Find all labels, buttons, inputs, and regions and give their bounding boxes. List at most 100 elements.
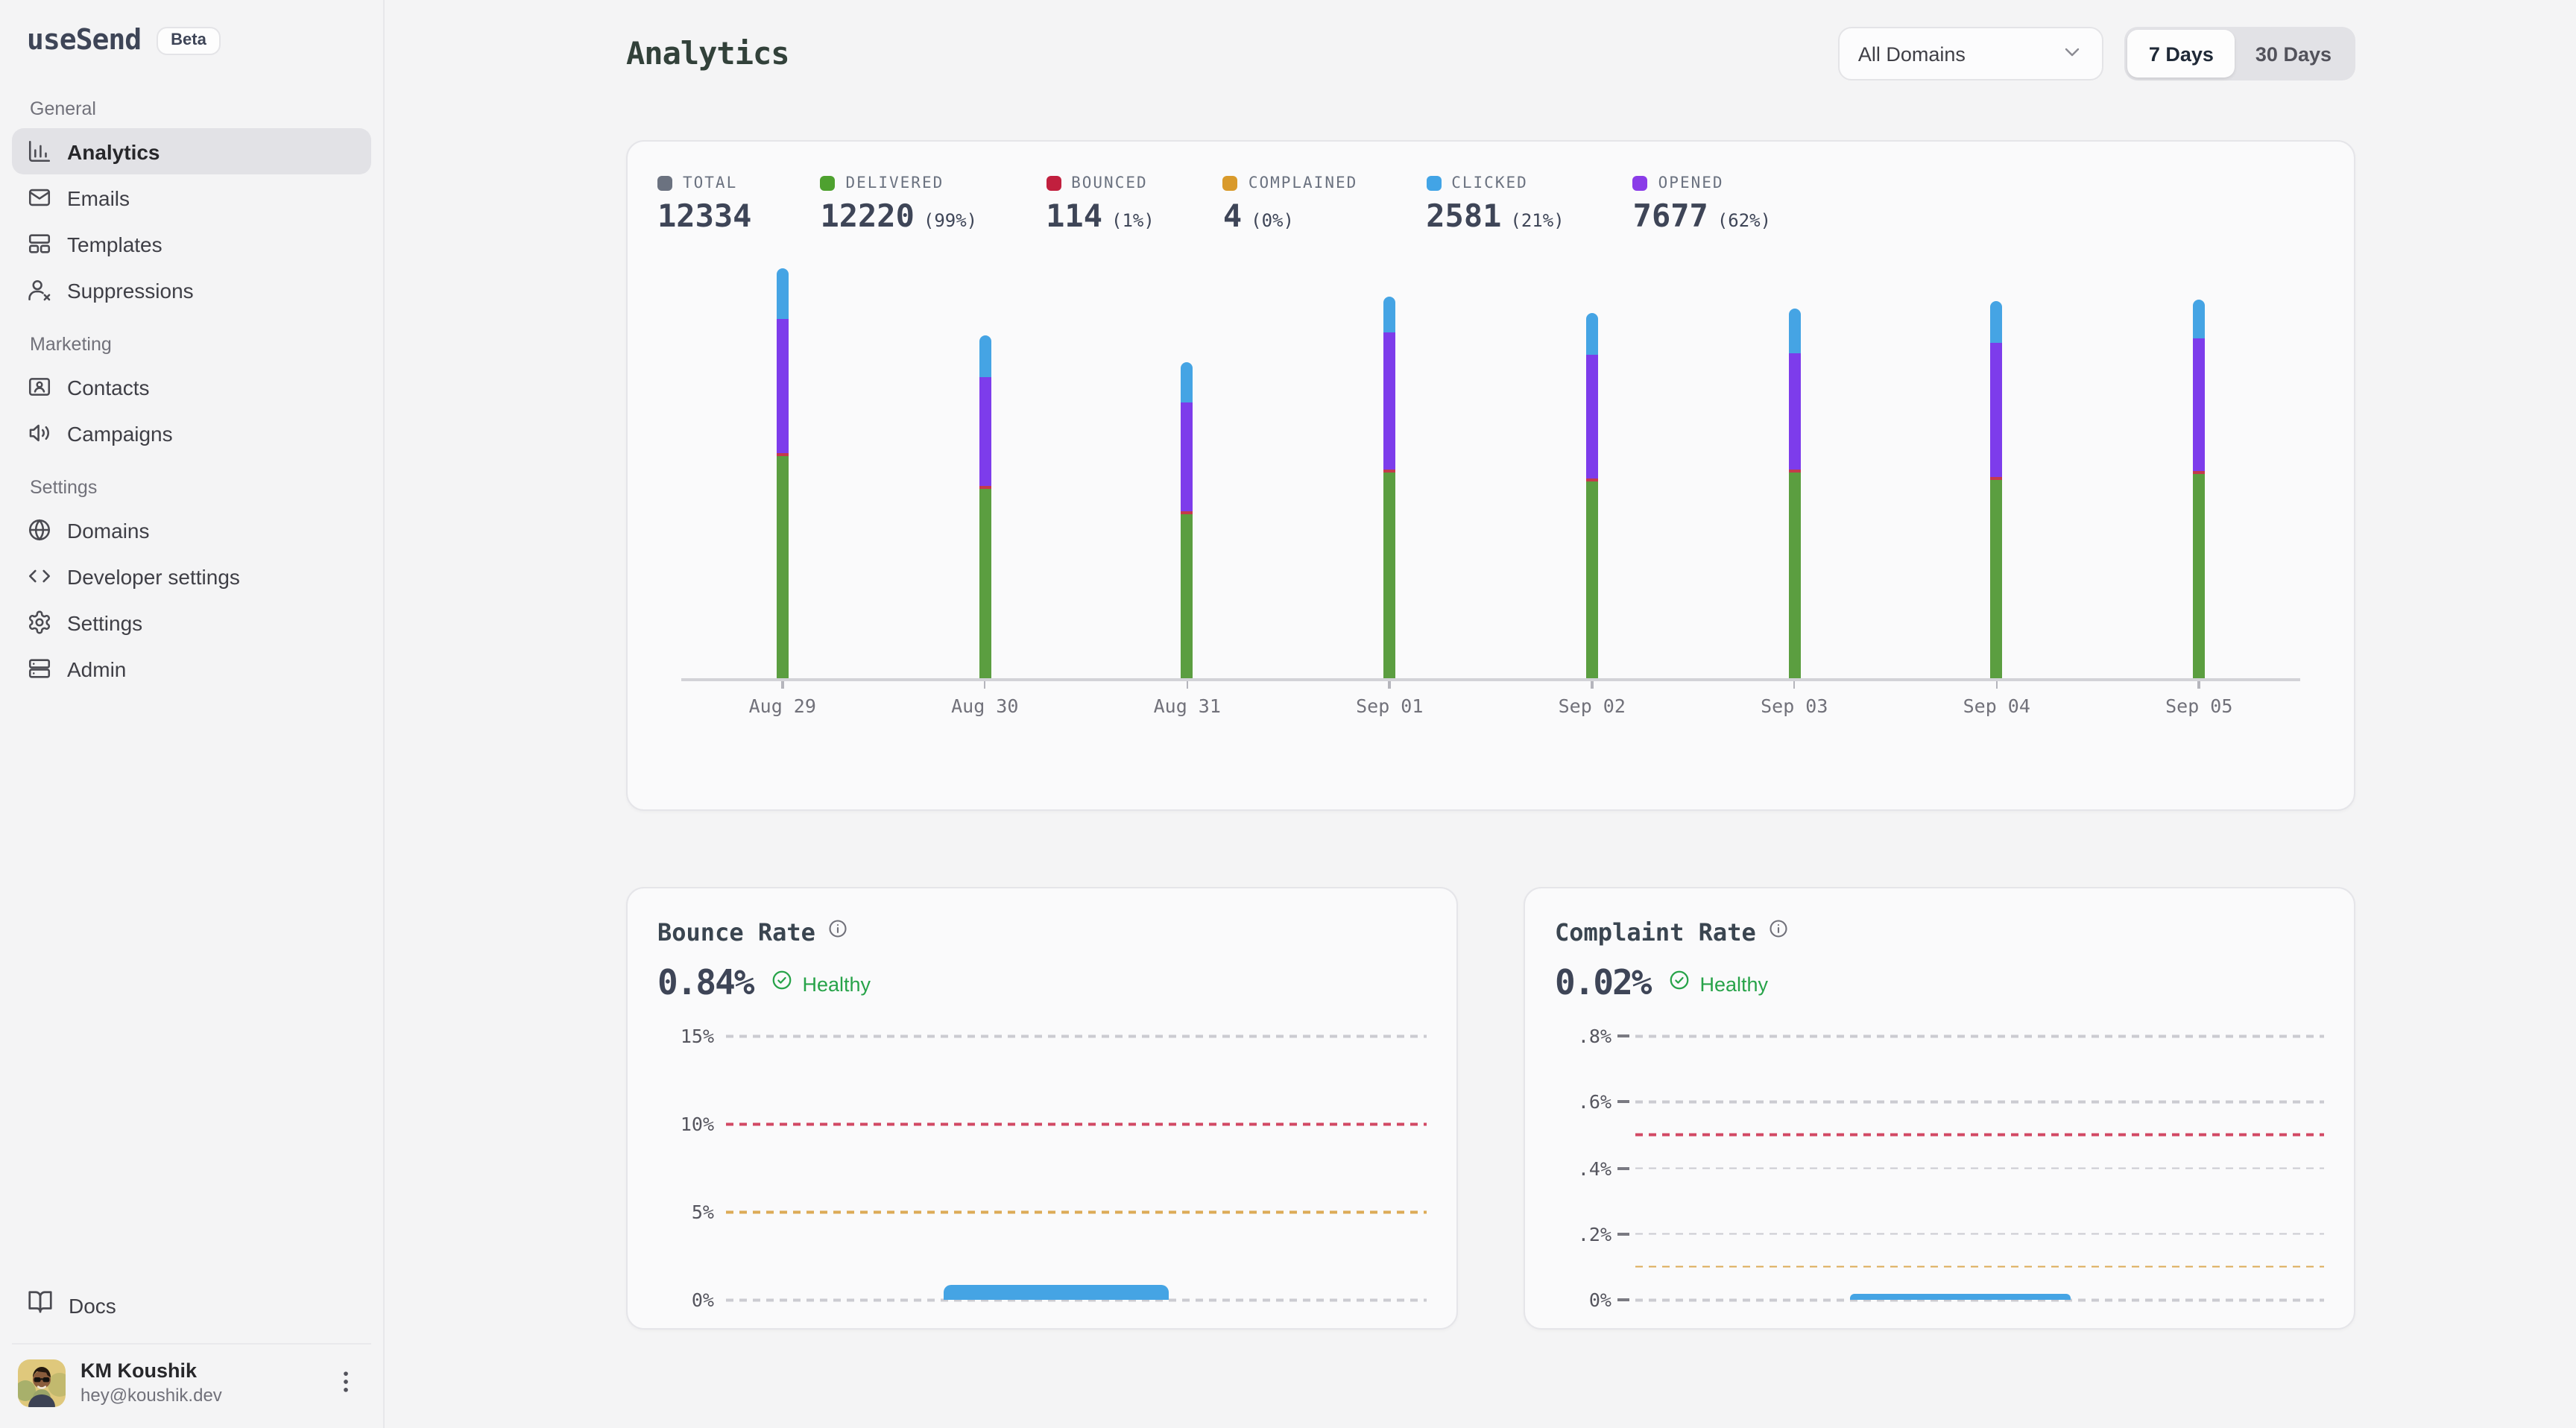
sidebar-item-docs[interactable]: Docs — [12, 1282, 371, 1328]
sidebar-item-label: Analytics — [67, 139, 160, 163]
stat-delivered: DELIVERED 12220 (99%) — [820, 174, 977, 234]
rate-bar[interactable] — [944, 1285, 1169, 1300]
sidebar-item-templates[interactable]: Templates — [12, 221, 371, 267]
y-axis-label: 5% — [691, 1201, 714, 1223]
threshold-line-orange — [1635, 1266, 2324, 1269]
page-title: Analytics — [626, 36, 790, 72]
bar-column-sep-05[interactable] — [2098, 267, 2301, 678]
bar-segment-opened — [979, 377, 991, 487]
section-label-marketing: Marketing — [30, 334, 112, 355]
sidebar-item-settings[interactable]: Settings — [12, 599, 371, 645]
profile-email: hey@koushik.dev — [80, 1384, 222, 1406]
info-icon[interactable] — [1768, 918, 1789, 947]
topbar: Analytics All Domains 7 Days 30 Days — [626, 24, 2355, 83]
sidebar-item-domains[interactable]: Domains — [12, 507, 371, 553]
bar-segment-opened — [1990, 342, 2003, 478]
stat-percent: (0%) — [1251, 210, 1294, 231]
y-axis-label: 10% — [680, 1113, 714, 1135]
bar-segment-clicked — [1788, 309, 1801, 354]
bar-segment-clicked — [2193, 300, 2206, 338]
email-volume-chart: Aug 29 Aug 30 Aug 31 Sep 01 Sep 02 Sep 03 Sep … — [681, 267, 2300, 717]
bar-column-sep-02[interactable] — [1491, 267, 1693, 678]
bar-segment-clicked — [1383, 296, 1396, 333]
bar-segment-delivered — [1181, 514, 1193, 678]
info-icon[interactable] — [827, 918, 848, 947]
axis-tick-label: Sep 01 — [1356, 695, 1424, 717]
bar-stack — [1585, 312, 1598, 678]
y-axis-tick — [1617, 1034, 1629, 1037]
axis-tick — [1793, 681, 1796, 689]
sidebar-nav: General Analytics Emails Templates Suppressi… — [12, 78, 371, 692]
sidebar-item-emails[interactable]: Emails — [12, 174, 371, 221]
sidebar-item-suppressions[interactable]: Suppressions — [12, 267, 371, 313]
range-30-days-button[interactable]: 30 Days — [2235, 30, 2352, 78]
bounce-rate-card: Bounce Rate 0.84% Healthy 15% 10% 5% 0% — [626, 887, 1458, 1330]
check-circle-icon — [773, 970, 792, 990]
app-logo: useSend — [27, 24, 142, 57]
profile-section[interactable]: KM Koushik hey@koushik.dev — [12, 1343, 371, 1413]
axis-tick — [983, 681, 986, 689]
bar-column-aug-30[interactable] — [884, 267, 1087, 678]
rate-bar[interactable] — [1849, 1293, 2071, 1300]
rate-cards-row: Bounce Rate 0.84% Healthy 15% 10% 5% 0% Com… — [626, 887, 2355, 1330]
y-axis-label: 15% — [680, 1025, 714, 1047]
section-label-general: General — [30, 98, 96, 119]
bar-segment-clicked — [1585, 312, 1598, 355]
bar-column-sep-01[interactable] — [1289, 267, 1491, 678]
bounce-health-badge: Healthy — [771, 969, 871, 999]
complaint-rate-header: Complaint Rate — [1555, 918, 2324, 947]
sidebar-item-analytics[interactable]: Analytics — [12, 128, 371, 174]
stat-label: BOUNCED — [1071, 174, 1148, 192]
gridline — [1635, 1233, 2324, 1235]
x-label-sep-02: Sep 02 — [1491, 681, 1693, 717]
bounce-rate-header: Bounce Rate — [657, 918, 1427, 947]
stat-dot-complained — [1222, 176, 1238, 191]
stat-label: DELIVERED — [845, 174, 944, 192]
bar-stack — [979, 335, 991, 678]
stats-row: TOTAL 12334 DELIVERED 12220 (99%) BOUNCED 114 (… — [657, 174, 2324, 234]
bar-segment-delivered — [776, 455, 789, 678]
bar-segment-bounced — [1788, 470, 1801, 473]
bar-column-sep-03[interactable] — [1693, 267, 1896, 678]
sidebar-item-admin[interactable]: Admin — [12, 645, 371, 692]
y-axis-tick — [1617, 1100, 1629, 1104]
stat-value: 2581 — [1426, 198, 1502, 234]
axis-tick — [1591, 681, 1594, 689]
sidebar-item-campaigns[interactable]: Campaigns — [12, 410, 371, 456]
check-circle-icon — [771, 969, 794, 999]
range-7-days-button[interactable]: 7 Days — [2127, 30, 2235, 78]
x-axis-line — [681, 678, 2300, 681]
stat-clicked: CLICKED 2581 (21%) — [1426, 174, 1565, 234]
bar-segment-opened — [1585, 354, 1598, 478]
bar-column-aug-31[interactable] — [1086, 267, 1289, 678]
bar-segment-clicked — [1990, 300, 2003, 343]
sidebar-item-label: Settings — [67, 610, 143, 634]
x-label-sep-04: Sep 04 — [1895, 681, 2098, 717]
complaint-rate-card: Complaint Rate 0.02% Healthy .8% .6% .4% .2… — [1524, 887, 2355, 1330]
docs-label: Docs — [69, 1293, 116, 1317]
threshold-line-red — [726, 1122, 1427, 1125]
stat-value: 114 — [1046, 198, 1102, 234]
complaint-health-badge: Healthy — [1669, 969, 1768, 999]
profile-menu-button[interactable] — [329, 1367, 362, 1400]
bar-column-aug-29[interactable] — [681, 267, 884, 678]
user-avatar — [18, 1359, 66, 1407]
bar-stack — [2193, 300, 2206, 678]
domain-filter-select[interactable]: All Domains — [1838, 27, 2104, 80]
axis-tick-label: Sep 02 — [1558, 695, 1626, 717]
chevron-down-icon — [2065, 47, 2080, 56]
sidebar-item-developer-settings[interactable]: Developer settings — [12, 553, 371, 599]
stat-label: TOTAL — [683, 174, 738, 192]
axis-tick-label: Sep 05 — [2165, 695, 2233, 717]
gridline — [1635, 1034, 2324, 1037]
book-open-icon — [28, 1291, 52, 1313]
bar-segment-opened — [776, 318, 789, 453]
date-range-toggle: 7 Days 30 Days — [2124, 27, 2355, 80]
axis-tick — [2197, 681, 2200, 689]
sidebar-item-contacts[interactable]: Contacts — [12, 364, 371, 410]
stat-label: COMPLAINED — [1248, 174, 1358, 192]
bar-column-sep-04[interactable] — [1895, 267, 2098, 678]
bar-segment-opened — [2193, 338, 2206, 472]
stat-complained: COMPLAINED 4 (0%) — [1222, 174, 1358, 234]
stat-total: TOTAL 12334 — [657, 174, 751, 234]
